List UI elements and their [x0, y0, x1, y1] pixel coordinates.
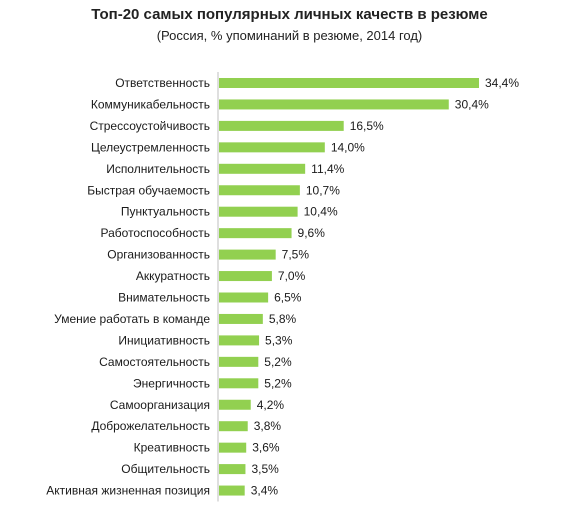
data-label: 4,2% — [257, 398, 285, 412]
data-label: 7,0% — [278, 269, 306, 283]
bar — [219, 206, 298, 217]
bar — [219, 78, 479, 88]
category-label: Целеустремленность — [91, 140, 210, 154]
category-label: Аккуратность — [136, 269, 210, 283]
category-label: Самоорганизация — [110, 398, 210, 412]
bar — [219, 485, 245, 496]
category-label: Внимательность — [118, 291, 210, 305]
category-label: Инициативность — [118, 333, 210, 347]
category-label: Активная жизненная позиция — [46, 484, 210, 498]
category-label: Энергичность — [133, 376, 210, 390]
bar — [219, 99, 449, 110]
bar — [219, 228, 292, 239]
category-label: Коммуникабельность — [91, 97, 210, 111]
bar — [219, 313, 263, 324]
category-label: Самостоятельность — [99, 355, 210, 369]
bar — [219, 120, 344, 131]
data-label: 10,4% — [304, 205, 338, 219]
bar — [219, 163, 306, 174]
bar — [219, 249, 276, 260]
category-label: Умение работать в команде — [54, 312, 210, 326]
category-label: Работоспособность — [101, 226, 211, 240]
data-label: 7,5% — [282, 248, 310, 262]
category-label: Доброжелательность — [91, 419, 210, 433]
data-label: 5,8% — [269, 312, 297, 326]
category-label: Креативность — [134, 441, 210, 455]
bar — [219, 335, 260, 346]
bar — [219, 464, 246, 475]
data-label: 16,5% — [350, 119, 384, 133]
category-label: Быстрая обучаемость — [87, 183, 210, 197]
bar — [219, 378, 259, 389]
data-label: 5,2% — [264, 355, 292, 369]
data-label: 34,4% — [485, 76, 519, 90]
bar — [219, 142, 325, 153]
bar — [219, 185, 300, 196]
category-label: Стрессоустойчивость — [90, 119, 210, 133]
data-label: 3,6% — [252, 441, 280, 455]
data-label: 11,4% — [311, 162, 344, 176]
category-label: Общительность — [121, 462, 210, 476]
bar — [219, 421, 248, 432]
category-label: Исполнительность — [106, 162, 210, 176]
data-label: 3,8% — [254, 419, 282, 433]
data-label: 5,3% — [265, 333, 293, 347]
bar — [219, 442, 247, 453]
chart-subtitle: (Россия, % упоминаний в резюме, 2014 год… — [156, 28, 423, 43]
data-label: 5,2% — [264, 376, 292, 390]
data-label: 30,4% — [455, 97, 489, 111]
chart-title: Топ-20 самых популярных личных качеств в… — [91, 6, 488, 23]
data-label: 14,0% — [331, 140, 365, 154]
category-label: Организованность — [107, 248, 210, 262]
bar — [219, 271, 272, 282]
bar — [219, 292, 269, 303]
category-label: Ответственность — [115, 76, 210, 90]
data-label: 9,6% — [298, 226, 326, 240]
bar — [219, 356, 259, 367]
data-label: 3,4% — [251, 484, 279, 498]
category-label: Пунктуальность — [121, 205, 210, 219]
data-label: 10,7% — [306, 183, 340, 197]
data-label: 3,5% — [251, 462, 279, 476]
data-label: 6,5% — [274, 291, 302, 305]
bar — [219, 399, 251, 410]
